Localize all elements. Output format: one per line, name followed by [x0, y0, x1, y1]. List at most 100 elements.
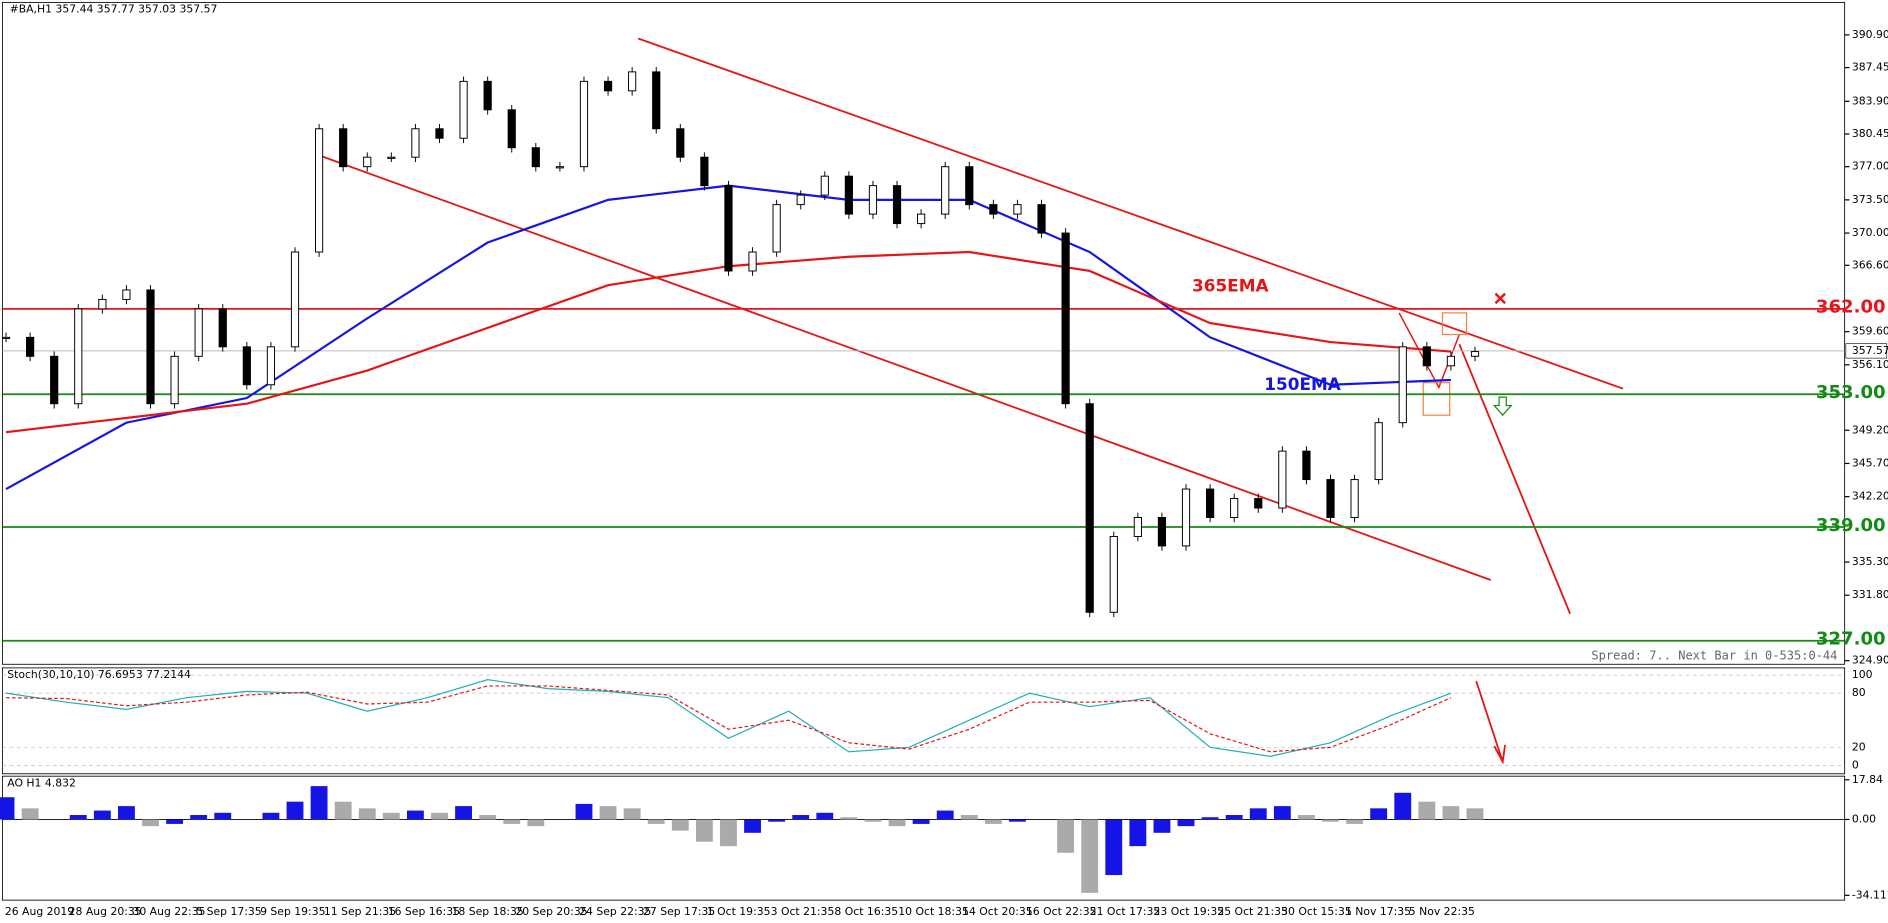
candle — [579, 80, 589, 168]
ao-bar — [936, 810, 954, 820]
x-tick-label: 8 Oct 16:35 — [834, 905, 898, 918]
candle — [435, 128, 444, 139]
ao-bar — [816, 812, 834, 820]
candle — [603, 80, 613, 92]
candle — [1398, 346, 1407, 424]
candle — [1109, 535, 1118, 613]
ao-label: AO H1 4.832 — [7, 776, 76, 789]
candle — [1374, 422, 1383, 481]
highlight-box — [1441, 312, 1468, 336]
x-tick-label: 3 Oct 21:35 — [771, 905, 835, 918]
candle — [50, 355, 59, 405]
stoch-tick-label: 0 — [1852, 758, 1859, 771]
ao-bar — [647, 819, 665, 824]
candle — [1061, 232, 1070, 405]
ao-bar — [1273, 806, 1291, 820]
candle — [74, 308, 83, 405]
x-tick-label: 26 Aug 2019 — [5, 905, 74, 918]
ao-bar — [768, 819, 786, 822]
stoch-tick-label: 20 — [1852, 740, 1866, 753]
candle — [772, 204, 781, 253]
candle — [1350, 479, 1359, 518]
candle — [1446, 355, 1456, 367]
ao-bar — [671, 819, 689, 831]
pattern-line — [1398, 312, 1461, 390]
ema365-label: 365EMA — [1192, 275, 1268, 295]
candle — [917, 213, 926, 225]
ao-bar — [142, 819, 159, 827]
candle — [989, 204, 998, 215]
candle — [796, 194, 805, 206]
candle — [1013, 204, 1022, 215]
candle — [194, 308, 203, 357]
ao-bar — [1225, 815, 1243, 820]
ao-bar — [1177, 819, 1195, 827]
ao-bar — [1129, 819, 1147, 847]
candle — [892, 185, 902, 225]
ao-bar — [286, 801, 304, 820]
candle — [507, 109, 516, 149]
cross-mark — [1494, 292, 1506, 305]
current-price-box — [1845, 343, 1888, 359]
down-arrow — [1492, 396, 1513, 417]
ao-bar — [912, 819, 930, 824]
candle — [1230, 498, 1239, 518]
ao-tick-label: 17.84 — [1852, 773, 1883, 786]
candle — [1302, 450, 1311, 481]
y-tick-label: 366.60 — [1852, 258, 1888, 271]
level-label: 362.00 — [1816, 297, 1886, 318]
y-tick-label: 342.20 — [1852, 490, 1888, 503]
x-tick-label: 24 Sep 22:35 — [579, 905, 651, 918]
x-tick-label: 21 Oct 17:35 — [1090, 905, 1161, 918]
candle — [1326, 479, 1335, 518]
candle — [676, 128, 685, 158]
candle — [1278, 450, 1287, 509]
candle — [941, 166, 950, 215]
stoch-panel — [1, 667, 1846, 775]
x-tick-label: 20 Sep 20:35 — [515, 905, 587, 918]
ao-bar — [1298, 815, 1315, 820]
y-tick-label: 370.00 — [1852, 226, 1888, 239]
ao-bar — [1153, 819, 1171, 833]
ao-bar — [1009, 819, 1026, 822]
down-arrow — [1475, 680, 1506, 765]
ao-bar — [166, 819, 184, 824]
ao-bar — [214, 812, 232, 820]
y-tick-label: 390.90 — [1852, 28, 1888, 41]
y-tick-label: 373.50 — [1852, 193, 1888, 206]
candle — [700, 156, 709, 187]
x-tick-label: 23 Oct 19:35 — [1154, 905, 1225, 918]
ao-bar — [744, 819, 761, 833]
ao-bar — [1201, 817, 1219, 820]
y-tick-label: 359.60 — [1852, 325, 1888, 338]
candle — [724, 185, 733, 272]
ao-bar — [864, 819, 882, 822]
symbol-header: #BA,H1 357.44 357.77 357.03 357.57 — [10, 3, 218, 16]
candle — [290, 251, 300, 348]
y-tick-label: 331.80 — [1852, 588, 1888, 601]
level-label: 339.00 — [1816, 515, 1886, 536]
candle — [1, 336, 11, 340]
ema150-label: 150EMA — [1264, 374, 1340, 394]
ao-bar — [118, 806, 135, 820]
y-tick-label: 383.90 — [1852, 94, 1888, 107]
candle — [339, 128, 348, 168]
candle — [1470, 351, 1480, 357]
ao-bar — [1249, 808, 1267, 820]
x-tick-label: 28 Aug 20:35 — [69, 905, 142, 918]
highlight-box — [1422, 382, 1451, 416]
ao-bar — [1418, 801, 1436, 820]
ao-bar — [1322, 819, 1339, 822]
y-tick-label: 324.90 — [1852, 654, 1888, 667]
y-tick-label: 380.45 — [1852, 127, 1888, 140]
level-label: 327.00 — [1816, 629, 1886, 650]
main-panel — [1, 1, 1846, 665]
ao-bar — [455, 806, 472, 820]
ao-bar — [1346, 819, 1364, 824]
candle — [820, 175, 829, 196]
ao-bar — [575, 803, 593, 820]
ao-panel — [1, 775, 1846, 901]
ao-bar — [262, 812, 280, 820]
y-tick-label: 377.00 — [1852, 160, 1888, 173]
candle — [965, 166, 974, 206]
